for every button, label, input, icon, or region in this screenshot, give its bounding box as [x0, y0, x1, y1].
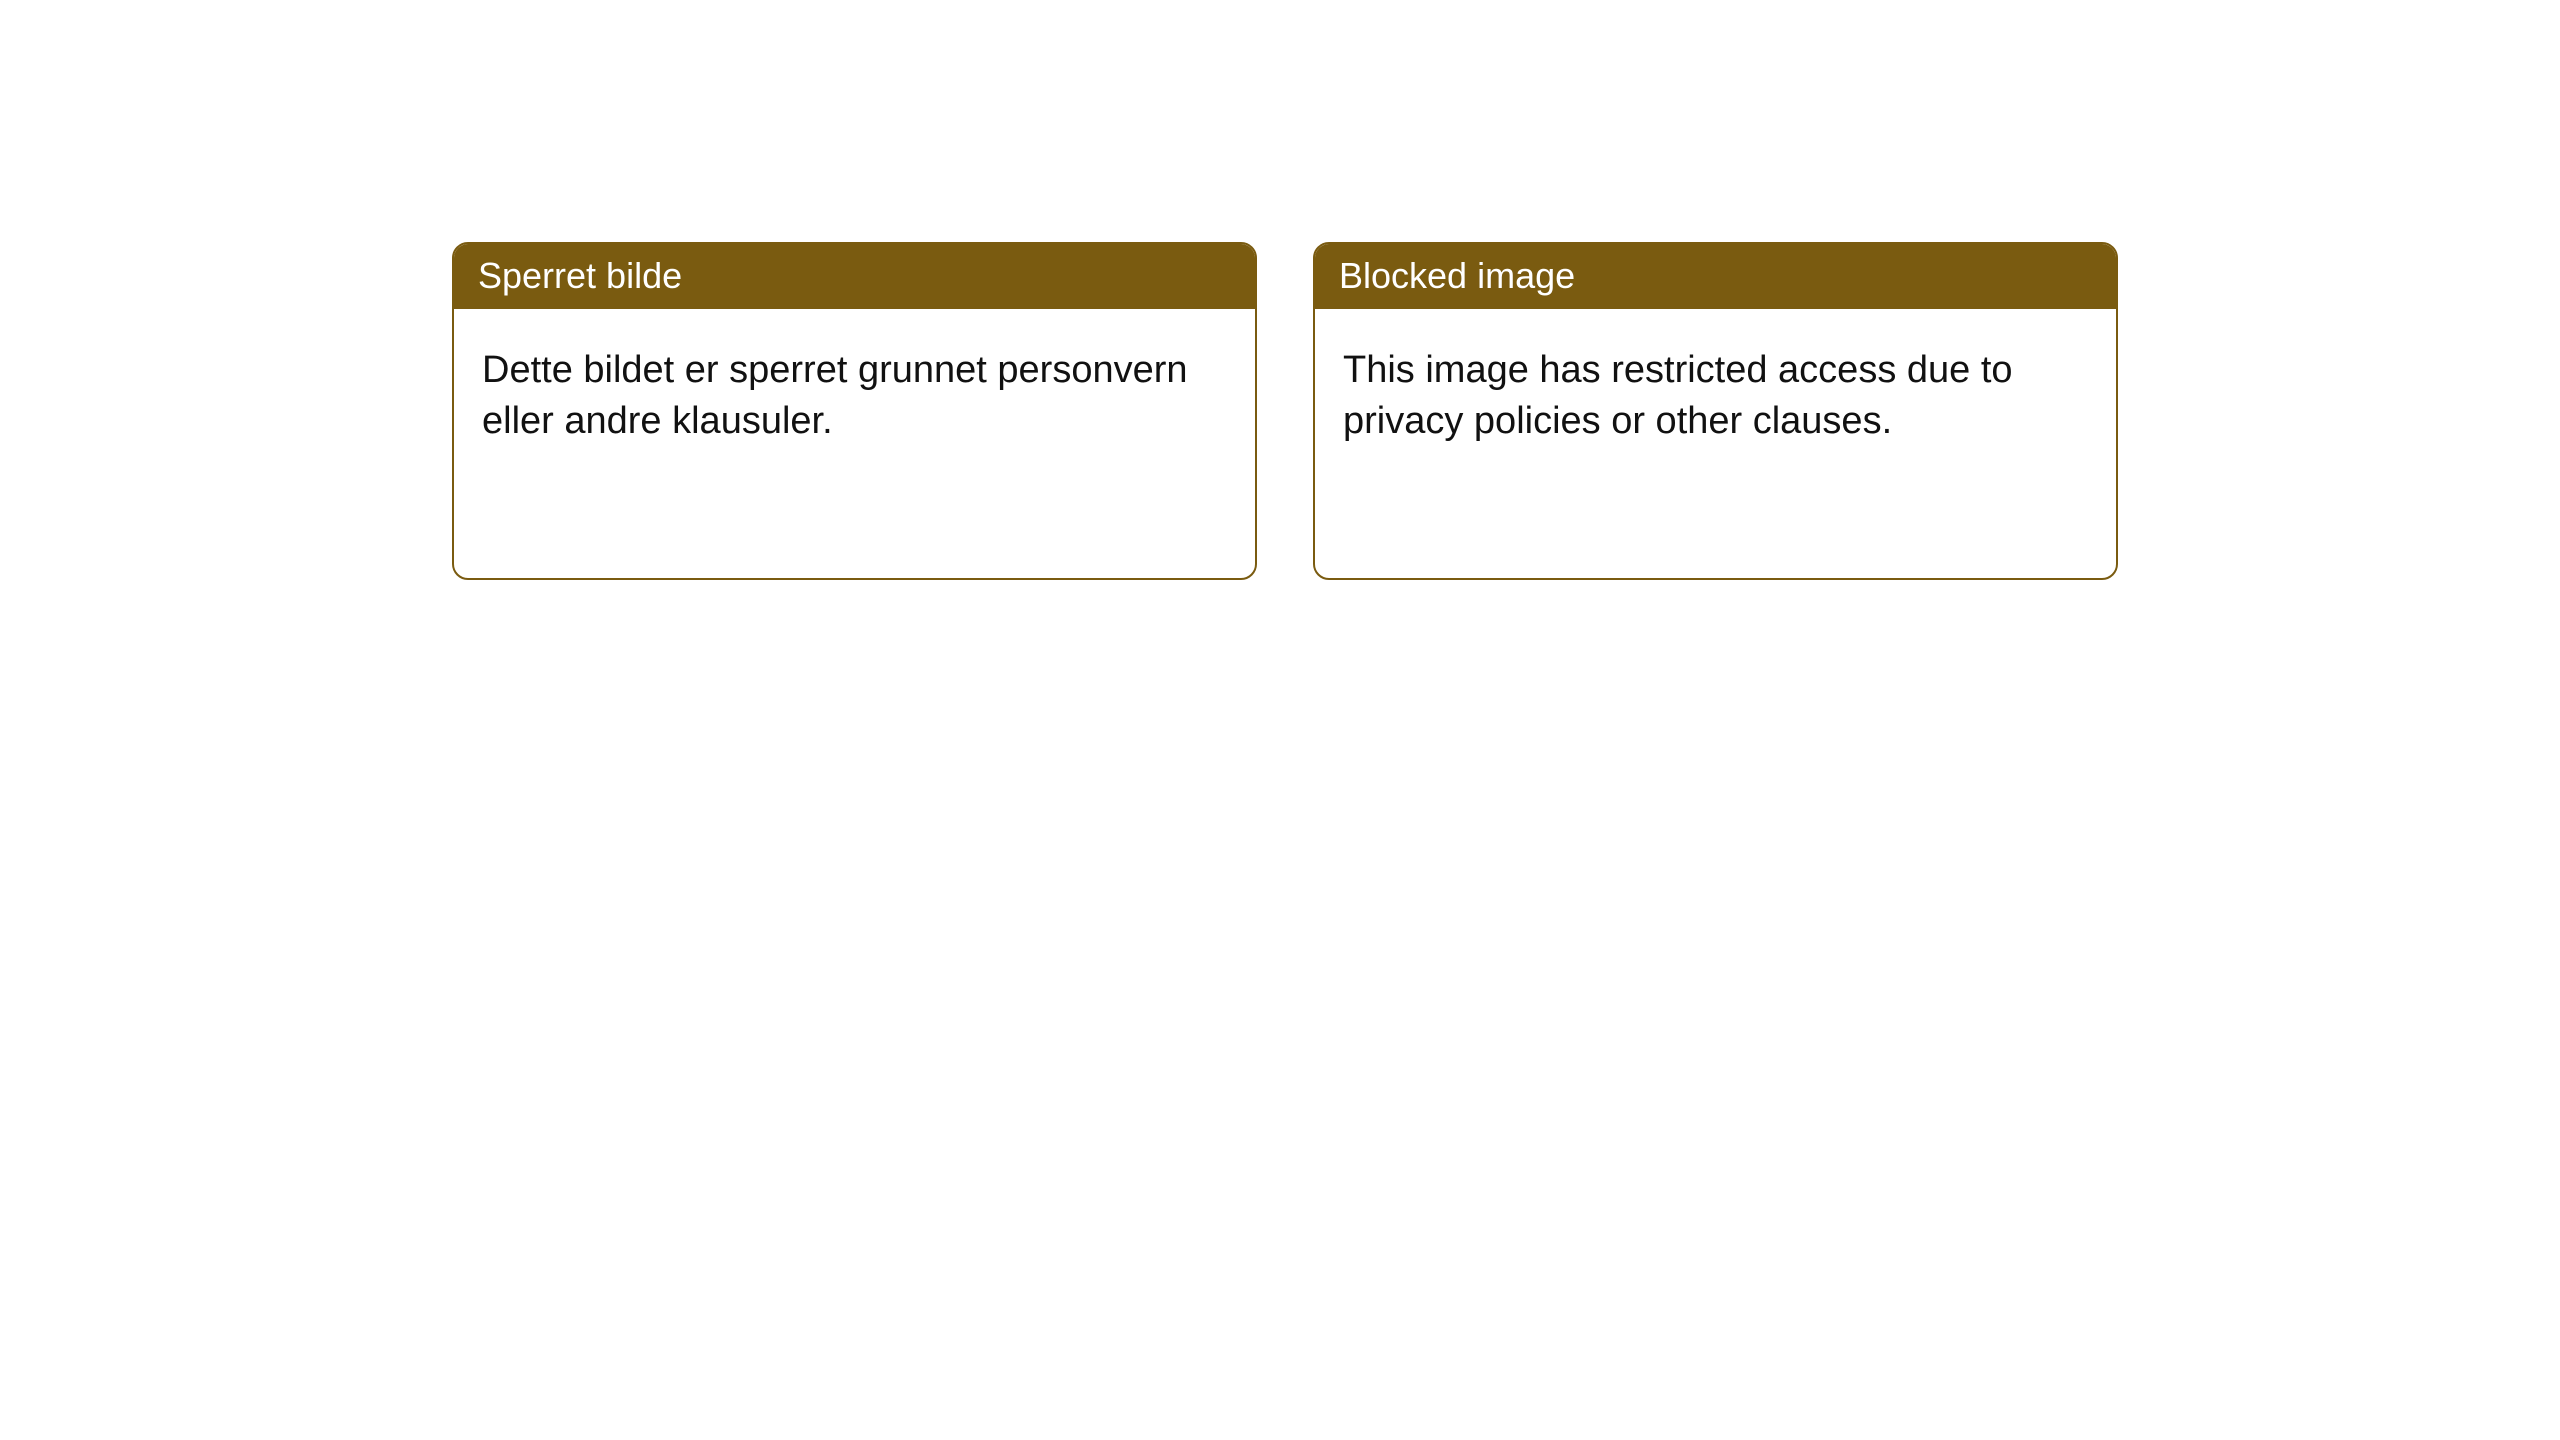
card-body-no: Dette bildet er sperret grunnet personve… [454, 309, 1255, 472]
blocked-image-card-en: Blocked image This image has restricted … [1313, 242, 2118, 580]
card-header-en: Blocked image [1315, 244, 2116, 309]
card-body-en: This image has restricted access due to … [1315, 309, 2116, 472]
notice-container: Sperret bilde Dette bildet er sperret gr… [0, 0, 2560, 580]
card-message-en: This image has restricted access due to … [1343, 349, 2013, 442]
blocked-image-card-no: Sperret bilde Dette bildet er sperret gr… [452, 242, 1257, 580]
card-title-en: Blocked image [1339, 255, 1575, 296]
card-title-no: Sperret bilde [478, 255, 682, 296]
card-message-no: Dette bildet er sperret grunnet personve… [482, 349, 1188, 442]
card-header-no: Sperret bilde [454, 244, 1255, 309]
